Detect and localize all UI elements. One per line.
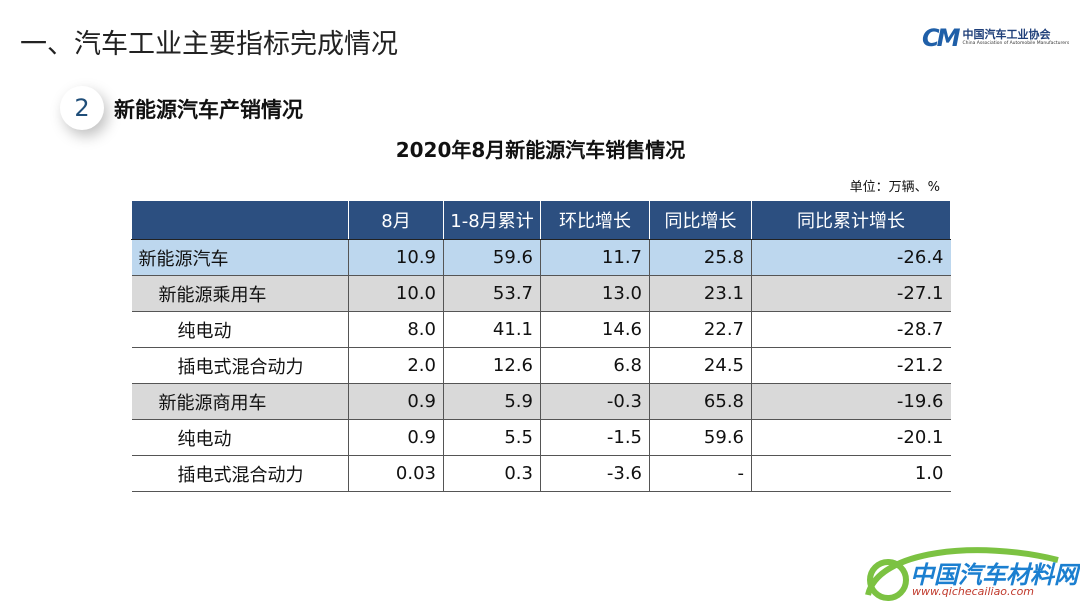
cell: -28.7	[751, 311, 951, 348]
cell: 23.1	[649, 275, 752, 312]
cell: 10.9	[348, 239, 444, 276]
header-cell: 同比增长	[649, 200, 752, 240]
header-cell: 同比累计增长	[751, 200, 951, 240]
watermark-url: www.qichecailiao.com	[912, 585, 1035, 598]
cell: 5.9	[443, 383, 541, 420]
table-row: 纯电动 0.9 5.5 -1.5 59.6 -20.1	[131, 419, 951, 456]
row-label: 新能源商用车	[131, 383, 349, 420]
cell: 5.5	[443, 419, 541, 456]
logo-name-en: China Association of Automobile Manufact…	[962, 41, 1070, 46]
cell: 0.3	[443, 455, 541, 492]
watermark: 中国汽车材料网 www.qichecailiao.com	[858, 540, 1078, 612]
cell: 24.5	[649, 347, 752, 384]
watermark-swoosh	[865, 547, 1059, 601]
cell: 0.9	[348, 419, 444, 456]
row-label: 新能源汽车	[131, 239, 349, 276]
header-row: 8月 1-8月累计 环比增长 同比增长 同比累计增长	[131, 200, 951, 240]
cell: 25.8	[649, 239, 752, 276]
cell: -27.1	[751, 275, 951, 312]
row-label: 新能源乘用车	[131, 275, 349, 312]
cell: -21.2	[751, 347, 951, 384]
table-row: 插电式混合动力 0.03 0.3 -3.6-1.0	[131, 455, 951, 492]
cell: -0.3	[540, 383, 650, 420]
table-row: 插电式混合动力 2.0 12.6 6.8 24.5 -21.2	[131, 347, 951, 384]
table-title: 2020年8月新能源汽车销售情况	[395, 138, 686, 162]
cell: 8.0	[348, 311, 444, 348]
cell: 14.6	[540, 311, 650, 348]
cell: -19.6	[751, 383, 951, 420]
section-number: 2	[60, 86, 104, 130]
row-label: 纯电动	[131, 419, 349, 456]
table-row: 新能源商用车 0.9 5.9 -0.3 65.8 -19.6	[131, 383, 951, 420]
header-cell: 8月	[348, 200, 444, 240]
cell: -3.6	[540, 455, 650, 492]
cell: 11.7	[540, 239, 650, 276]
section-title: 新能源汽车产销情况	[114, 98, 303, 122]
slide-title: 一、汽车工业主要指标完成情况	[20, 29, 398, 60]
cell: 65.8	[649, 383, 752, 420]
cell: -	[649, 455, 752, 492]
cell: 2.0	[348, 347, 444, 384]
row-label: 插电式混合动力	[131, 347, 349, 384]
table: 8月 1-8月累计 环比增长 同比增长 同比累计增长 新能源汽车 10.9 59.6…	[131, 200, 951, 492]
cell: 53.7	[443, 275, 541, 312]
cell: 22.7	[649, 311, 752, 348]
cell: 12.6	[443, 347, 541, 384]
cell: 1.0	[751, 455, 951, 492]
cell: -1.5	[540, 419, 650, 456]
cell: -20.1	[751, 419, 951, 456]
row-label: 插电式混合动力	[131, 455, 349, 492]
cell: 59.6	[649, 419, 752, 456]
table-row: 纯电动 8.0 41.1 14.6 22.7 -28.7	[131, 311, 951, 348]
header-cell: 环比增长	[540, 200, 650, 240]
cell: 0.03	[348, 455, 444, 492]
logo: CM 中国汽车工业协会 China Association of Automob…	[922, 24, 1069, 52]
cell: 41.1	[443, 311, 541, 348]
logo-name: 中国汽车工业协会	[962, 28, 1051, 41]
header-cell	[131, 200, 349, 240]
cell: -26.4	[751, 239, 951, 276]
cell: 6.8	[540, 347, 650, 384]
table-row: 新能源汽车 10.9 59.6 11.7 25.8 -26.4	[131, 239, 951, 276]
row-label: 纯电动	[131, 311, 349, 348]
unit-note: 单位：万辆、%	[849, 180, 940, 195]
table-body: 新能源汽车 10.9 59.6 11.7 25.8 -26.4 新能源乘用车 10.0 53.7…	[131, 239, 951, 492]
cell: 10.0	[348, 275, 444, 312]
cell: 13.0	[540, 275, 650, 312]
logo-mark: CM	[922, 24, 960, 52]
cell: 0.9	[348, 383, 444, 420]
table-row: 新能源乘用车 10.0 53.7 13.0 23.1 -27.1	[131, 275, 951, 312]
cell: 59.6	[443, 239, 541, 276]
header-cell: 1-8月累计	[443, 200, 541, 240]
watermark-name: 中国汽车材料网	[910, 561, 1078, 589]
